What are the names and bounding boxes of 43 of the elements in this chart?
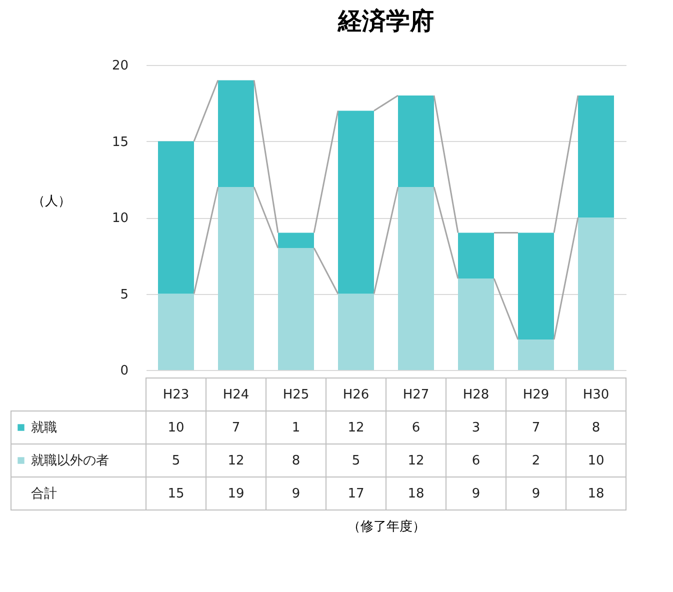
text: 17 xyxy=(348,486,364,502)
text: 19 xyxy=(228,486,244,502)
y-tick-label: 15 xyxy=(112,134,128,150)
x-tick-label: H30 xyxy=(582,388,610,402)
text: 9 xyxy=(472,486,480,502)
x-tick-label: H24 xyxy=(222,388,250,402)
data-label: 3 xyxy=(472,420,480,436)
text: 18 xyxy=(588,486,604,502)
data-label: 7 xyxy=(532,420,540,436)
y-tick-label: 20 xyxy=(112,58,128,74)
data-label: 6 xyxy=(472,454,480,468)
x-tick-label: H25 xyxy=(282,388,310,402)
x-tick-label: H28 xyxy=(462,388,490,402)
x-tick-label: H29 xyxy=(522,388,550,402)
text: 合計 xyxy=(31,486,57,502)
x-tick-label: H23 xyxy=(162,388,190,402)
data-label: 10 xyxy=(168,420,184,436)
data-label: 5 xyxy=(172,454,180,468)
legend-label: 就職以外の者 xyxy=(31,454,109,468)
legend-label: 就職 xyxy=(31,420,57,436)
data-label: 1 xyxy=(292,420,300,436)
y-tick-label: 5 xyxy=(120,287,128,302)
data-label: 7 xyxy=(232,420,240,436)
text: 9 xyxy=(292,486,300,502)
data-label: 8 xyxy=(292,454,300,468)
data-label: 12 xyxy=(408,454,424,468)
data-label: 6 xyxy=(412,420,420,436)
y-tick-label: 0 xyxy=(120,364,128,378)
data-label: 10 xyxy=(588,454,604,468)
x-tick-label: H26 xyxy=(342,388,370,402)
data-label: 2 xyxy=(532,454,540,468)
chart-title: 経済学府 xyxy=(337,7,434,35)
data-label: 5 xyxy=(352,454,360,468)
data-label: 12 xyxy=(228,454,244,468)
text: 18 xyxy=(408,486,424,502)
text: 9 xyxy=(532,486,540,502)
y-axis-title: （人） xyxy=(32,194,71,209)
data-label: 12 xyxy=(348,420,364,436)
y-tick-label: 10 xyxy=(112,211,128,226)
text: （修了年度） xyxy=(348,518,426,534)
data-label: 8 xyxy=(592,420,600,436)
text: 15 xyxy=(168,486,184,502)
x-tick-label: H27 xyxy=(402,388,430,402)
